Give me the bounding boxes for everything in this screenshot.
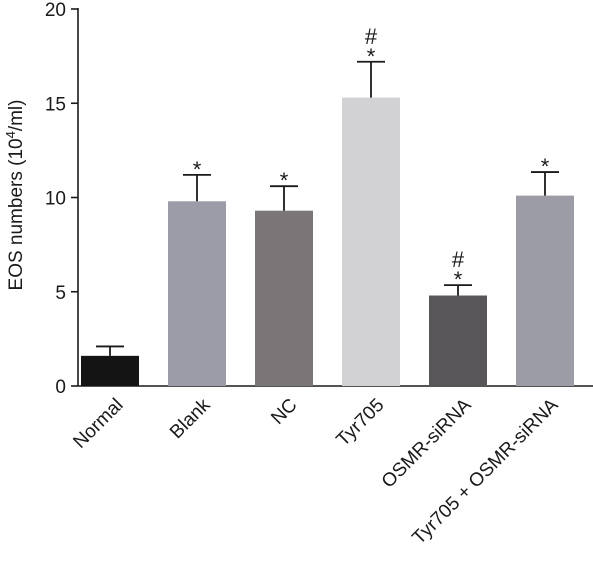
y-axis-title: EOS numbers (104/ml) — [3, 100, 28, 291]
y-axis-title-main: EOS numbers (10 — [6, 138, 27, 290]
significance-star: * — [280, 168, 289, 193]
significance-hash: # — [452, 247, 465, 272]
category-label: Tyr705 — [333, 395, 389, 451]
y-tick-label: 10 — [45, 189, 66, 210]
y-axis-title-superscript: 4 — [3, 131, 18, 138]
y-tick-label: 15 — [45, 94, 66, 115]
category-label: Tyr705 + OSMR-siRNA — [408, 394, 562, 548]
y-axis: 0 5 10 15 20 — [45, 0, 79, 398]
significance-star: * — [454, 267, 463, 292]
bar — [516, 195, 574, 386]
y-axis-title-suffix: /ml) — [6, 100, 27, 132]
category-label: Blank — [166, 394, 215, 443]
y-tick-label: 20 — [45, 0, 66, 21]
bar — [255, 210, 313, 386]
category-label: NC — [267, 395, 301, 429]
category-label: Normal — [69, 395, 127, 453]
bar — [168, 201, 226, 386]
category-label: OSMR-siRNA — [378, 394, 476, 492]
y-tick-label: 0 — [55, 377, 66, 398]
significance-star: * — [367, 44, 376, 69]
y-tick-label: 5 — [55, 283, 66, 304]
bar — [342, 97, 400, 386]
bar — [81, 355, 139, 386]
bar — [429, 295, 487, 386]
y-ticks: 0 5 10 15 20 — [45, 0, 78, 398]
significance-star: * — [541, 154, 550, 179]
significance-hash: # — [365, 24, 378, 49]
bars: * **#*#* — [81, 24, 574, 386]
significance-star: * — [193, 157, 202, 182]
